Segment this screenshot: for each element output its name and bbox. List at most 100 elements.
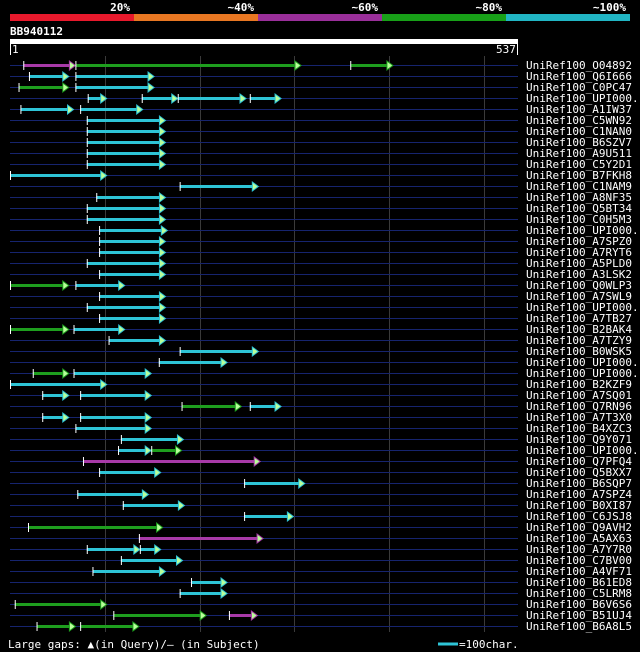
hit-name-link[interactable]: UniRef100_UPI000.. [526, 356, 640, 369]
hit-name-link[interactable]: UniRef100_A8NF35 [526, 191, 632, 204]
hit-row[interactable]: UniRef100_C0H5M3 [10, 213, 632, 226]
hit-row[interactable]: UniRef100_C0PC47 [10, 81, 632, 94]
hit-name-link[interactable]: UniRef100_Q7RN96 [526, 400, 632, 413]
hit-row[interactable]: UniRef100_A5PLD0 [10, 257, 632, 270]
hit-name-link[interactable]: UniRef100_C6JSJ8 [526, 510, 632, 523]
hit-name-link[interactable]: UniRef100_C1NAN0 [526, 125, 632, 138]
hit-name-link[interactable]: UniRef100_O04892 [526, 59, 632, 72]
hit-name-link[interactable]: UniRef100_C5WN92 [526, 114, 632, 127]
hit-row[interactable]: UniRef100_Q9Y071 [10, 433, 632, 446]
hit-name-link[interactable]: UniRef100_UPI000.. [526, 224, 640, 237]
hit-name-link[interactable]: UniRef100_B2KZF9 [526, 378, 632, 391]
hit-name-link[interactable]: UniRef100_B2BAK4 [526, 323, 632, 336]
hit-row[interactable]: UniRef100_B4XZC3 [10, 422, 632, 435]
hit-row[interactable]: UniRef100_C5WN92 [10, 114, 632, 127]
hit-name-link[interactable]: UniRef100_C5LRM8 [526, 587, 632, 600]
hit-row[interactable]: UniRef100_B6SZV7 [10, 136, 632, 149]
hit-row[interactable]: UniRef100_Q5BT34 [10, 202, 632, 215]
hit-name-link[interactable]: UniRef100_A4VF71 [526, 565, 632, 578]
hit-name-link[interactable]: UniRef100_B7FKH8 [526, 169, 632, 182]
hit-name-link[interactable]: UniRef100_B6SQP7 [526, 477, 632, 490]
hit-name-link[interactable]: UniRef100_Q9Y071 [526, 433, 632, 446]
hit-row[interactable]: UniRef100_Q5BXX7 [10, 466, 632, 479]
hit-row[interactable]: UniRef100_C1NAM9 [10, 180, 632, 193]
hit-name-link[interactable]: UniRef100_Q7PFQ4 [526, 455, 632, 468]
hit-row[interactable]: UniRef100_A9U511 [10, 147, 632, 160]
hit-row[interactable]: UniRef100_B51UJ4 [10, 609, 632, 622]
hit-name-link[interactable]: UniRef100_UPI000.. [526, 301, 640, 314]
hit-row[interactable]: UniRef100_A7T3X0 [10, 411, 632, 424]
hit-name-link[interactable]: UniRef100_A3LSK2 [526, 268, 632, 281]
hit-row[interactable]: UniRef100_A8NF35 [10, 191, 632, 204]
hit-row[interactable]: UniRef100_B6SQP7 [10, 477, 632, 490]
hit-name-link[interactable]: UniRef100_Q6I666 [526, 70, 632, 83]
hit-row[interactable]: UniRef100_A7RYT6 [10, 246, 632, 259]
hit-name-link[interactable]: UniRef100_A7SWL9 [526, 290, 632, 303]
hit-name-link[interactable]: UniRef100_B4XZC3 [526, 422, 632, 435]
hit-row[interactable]: UniRef100_A4VF71 [10, 565, 632, 578]
hit-row[interactable]: UniRef100_A7SPZ0 [10, 235, 632, 248]
hit-name-link[interactable]: UniRef100_B51UJ4 [526, 609, 632, 622]
hit-row[interactable]: UniRef100_C6JSJ8 [10, 510, 632, 523]
hit-name-link[interactable]: UniRef100_Q9AVH2 [526, 521, 632, 534]
hit-name-link[interactable]: UniRef100_A5PLD0 [526, 257, 632, 270]
hit-name-link[interactable]: UniRef100_A1IW37 [526, 103, 632, 116]
hit-row[interactable]: UniRef100_Q7RN96 [10, 400, 632, 413]
hit-row[interactable]: UniRef100_A7SQ01 [10, 389, 632, 402]
hit-row[interactable]: UniRef100_A1IW37 [10, 103, 632, 116]
hit-row[interactable]: UniRef100_UPI000.. [10, 367, 640, 380]
hit-name-link[interactable]: UniRef100_A7SPZ0 [526, 235, 632, 248]
hit-name-link[interactable]: UniRef100_A7RYT6 [526, 246, 632, 259]
hit-name-link[interactable]: UniRef100_Q5BXX7 [526, 466, 632, 479]
hit-row[interactable]: UniRef100_UPI000.. [10, 301, 640, 314]
hit-name-link[interactable]: UniRef100_C0PC47 [526, 81, 632, 94]
hit-row[interactable]: UniRef100_B7FKH8 [10, 169, 632, 182]
hit-row[interactable]: UniRef100_A7SWL9 [10, 290, 632, 303]
hit-row[interactable]: UniRef100_B2KZF9 [10, 378, 632, 391]
hit-name-link[interactable]: UniRef100_C0H5M3 [526, 213, 632, 226]
hit-name-link[interactable]: UniRef100_A7T3X0 [526, 411, 632, 424]
hit-row[interactable]: UniRef100_Q0WLP3 [10, 279, 632, 292]
hit-name-link[interactable]: UniRef100_A7SQ01 [526, 389, 632, 402]
hit-row[interactable]: UniRef100_O04892 [10, 59, 632, 72]
hit-name-link[interactable]: UniRef100_B61ED8 [526, 576, 632, 589]
hit-name-link[interactable]: UniRef100_C7BV00 [526, 554, 632, 567]
hit-name-link[interactable]: UniRef100_UPI000.. [526, 92, 640, 105]
hit-row[interactable]: UniRef100_A7Y7R0 [10, 543, 632, 556]
hit-name-link[interactable]: UniRef100_A7Y7R0 [526, 543, 632, 556]
hit-row[interactable]: UniRef100_Q9AVH2 [10, 521, 632, 534]
hit-row[interactable]: UniRef100_B6V6S6 [10, 598, 632, 611]
hit-row[interactable]: UniRef100_B0WSK5 [10, 345, 632, 358]
hit-row[interactable]: UniRef100_C1NAN0 [10, 125, 632, 138]
hit-row[interactable]: UniRef100_Q7PFQ4 [10, 455, 632, 468]
hit-row[interactable]: UniRef100_B6A8L5 [10, 620, 632, 633]
hit-row[interactable]: UniRef100_A3LSK2 [10, 268, 632, 281]
hit-row[interactable]: UniRef100_B2BAK4 [10, 323, 632, 336]
hit-name-link[interactable]: UniRef100_B6SZV7 [526, 136, 632, 149]
hit-name-link[interactable]: UniRef100_C1NAM9 [526, 180, 632, 193]
hit-name-link[interactable]: UniRef100_A5AX63 [526, 532, 632, 545]
hit-name-link[interactable]: UniRef100_UPI000.. [526, 367, 640, 380]
hit-name-link[interactable]: UniRef100_A7SPZ4 [526, 488, 632, 501]
hit-name-link[interactable]: UniRef100_Q5BT34 [526, 202, 632, 215]
hit-row[interactable]: UniRef100_UPI000.. [10, 444, 640, 457]
hit-row[interactable]: UniRef100_A7SPZ4 [10, 488, 632, 501]
hit-row[interactable]: UniRef100_C5Y2D1 [10, 158, 632, 171]
hit-name-link[interactable]: UniRef100_B6V6S6 [526, 598, 632, 611]
hit-row[interactable]: UniRef100_UPI000.. [10, 356, 640, 369]
hit-row[interactable]: UniRef100_B61ED8 [10, 576, 632, 589]
hit-row[interactable]: UniRef100_C5LRM8 [10, 587, 632, 600]
hit-name-link[interactable]: UniRef100_B6A8L5 [526, 620, 632, 633]
hit-name-link[interactable]: UniRef100_B0WSK5 [526, 345, 632, 358]
hit-row[interactable]: UniRef100_UPI000.. [10, 224, 640, 237]
hit-name-link[interactable]: UniRef100_A7TZY9 [526, 334, 632, 347]
hit-row[interactable]: UniRef100_Q6I666 [10, 70, 632, 83]
hit-name-link[interactable]: UniRef100_Q0WLP3 [526, 279, 632, 292]
hit-name-link[interactable]: UniRef100_A9U511 [526, 147, 632, 160]
hit-name-link[interactable]: UniRef100_C5Y2D1 [526, 158, 632, 171]
hit-name-link[interactable]: UniRef100_UPI000.. [526, 444, 640, 457]
hit-row[interactable]: UniRef100_A7TB27 [10, 312, 632, 325]
hit-name-link[interactable]: UniRef100_B0XI87 [526, 499, 632, 512]
hit-row[interactable]: UniRef100_C7BV00 [10, 554, 632, 567]
hit-row[interactable]: UniRef100_B0XI87 [10, 499, 632, 512]
